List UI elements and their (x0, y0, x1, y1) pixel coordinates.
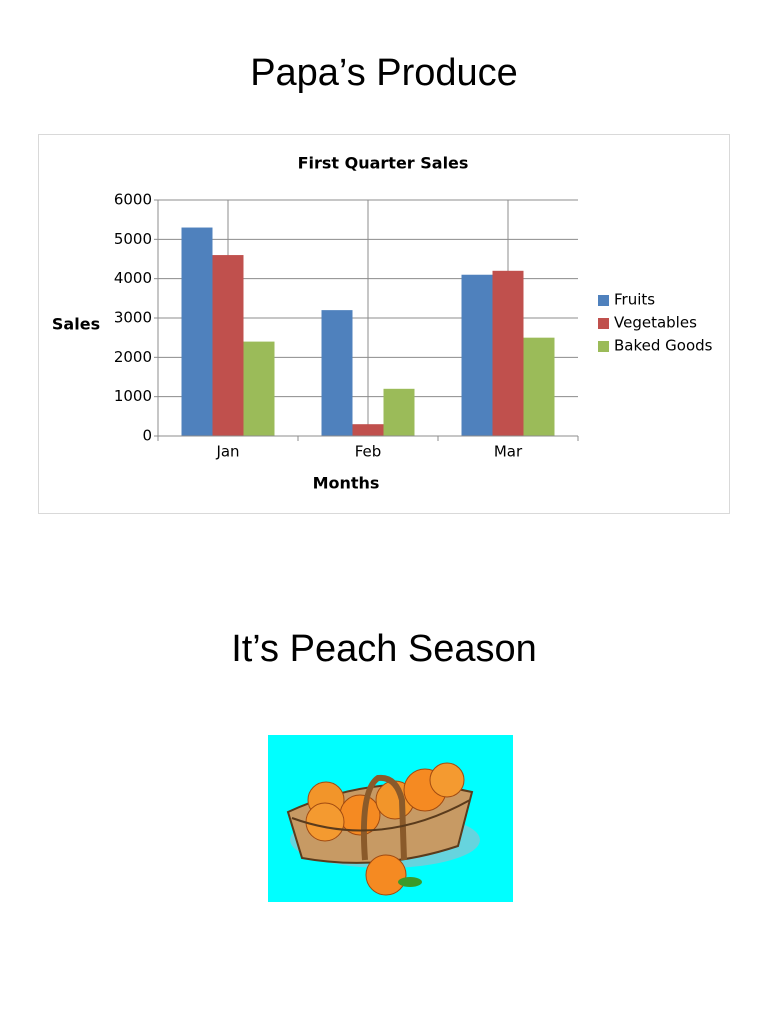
bar (243, 341, 275, 436)
bar (321, 310, 353, 436)
chart-title: First Quarter Sales (298, 154, 469, 173)
x-tick-label: Jan (215, 443, 239, 461)
y-axis-label: Sales (52, 315, 100, 334)
legend-label: Vegetables (614, 314, 697, 332)
legend-swatch (598, 295, 609, 306)
bar (461, 274, 493, 436)
legend-swatch (598, 341, 609, 352)
section-title: It’s Peach Season (231, 628, 537, 670)
bar (181, 227, 213, 436)
y-tick-label: 0 (142, 427, 152, 445)
y-tick-label: 4000 (114, 269, 152, 287)
page-title: Papa’s Produce (250, 52, 518, 94)
bar (212, 255, 244, 436)
y-tick-label: 2000 (114, 348, 152, 366)
x-tick-label: Mar (494, 443, 523, 461)
x-axis-label: Months (313, 474, 380, 493)
peach-basket-image (268, 735, 513, 902)
y-tick-label: 5000 (114, 230, 152, 248)
legend-swatch (598, 318, 609, 329)
bar (383, 388, 415, 436)
y-tick-label: 1000 (114, 387, 152, 405)
chart-frame (38, 134, 730, 514)
y-tick-label: 3000 (114, 309, 152, 327)
legend-label: Fruits (614, 291, 655, 309)
x-tick-label: Feb (355, 443, 382, 461)
plot-area: 0 1000 2000 3000 4000 5000 6000 Jan Feb Mar Fruits… (114, 191, 713, 461)
legend-label: Baked Goods (614, 337, 713, 355)
bar (352, 424, 384, 436)
bar (492, 270, 524, 436)
y-tick-label: 6000 (114, 191, 152, 209)
bar (523, 337, 555, 436)
